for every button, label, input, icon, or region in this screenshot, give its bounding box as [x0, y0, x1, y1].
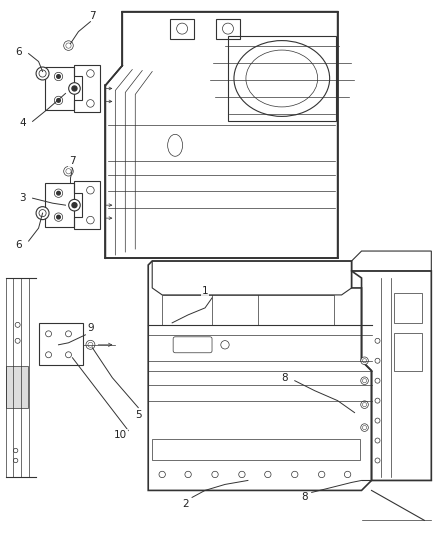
Circle shape	[69, 83, 80, 94]
Text: 7: 7	[69, 156, 76, 166]
Text: 10: 10	[114, 430, 127, 440]
Circle shape	[72, 203, 77, 208]
Text: 3: 3	[19, 193, 26, 203]
Circle shape	[57, 75, 60, 78]
Circle shape	[54, 213, 63, 221]
Circle shape	[87, 100, 94, 107]
Circle shape	[64, 166, 73, 176]
Text: 7: 7	[89, 11, 96, 21]
Circle shape	[87, 187, 94, 194]
Circle shape	[361, 401, 368, 408]
FancyBboxPatch shape	[6, 366, 28, 408]
Circle shape	[57, 99, 60, 102]
Circle shape	[361, 357, 368, 365]
Text: 4: 4	[19, 118, 26, 128]
Text: 5: 5	[135, 410, 141, 419]
Circle shape	[64, 41, 73, 50]
Circle shape	[36, 67, 49, 80]
Circle shape	[54, 72, 63, 80]
Circle shape	[54, 96, 63, 104]
Text: 2: 2	[182, 499, 188, 510]
Text: 6: 6	[15, 46, 22, 56]
Circle shape	[54, 189, 63, 197]
Text: 9: 9	[87, 323, 94, 333]
Text: 8: 8	[282, 373, 288, 383]
Circle shape	[57, 191, 60, 195]
Circle shape	[36, 207, 49, 220]
Circle shape	[72, 86, 77, 91]
Text: 6: 6	[15, 240, 22, 250]
Circle shape	[87, 216, 94, 224]
Circle shape	[86, 340, 95, 349]
Text: 1: 1	[202, 286, 208, 296]
Circle shape	[87, 70, 94, 77]
Circle shape	[361, 424, 368, 431]
Circle shape	[69, 199, 80, 211]
Circle shape	[57, 215, 60, 219]
Circle shape	[361, 377, 368, 384]
Text: 8: 8	[301, 492, 308, 503]
